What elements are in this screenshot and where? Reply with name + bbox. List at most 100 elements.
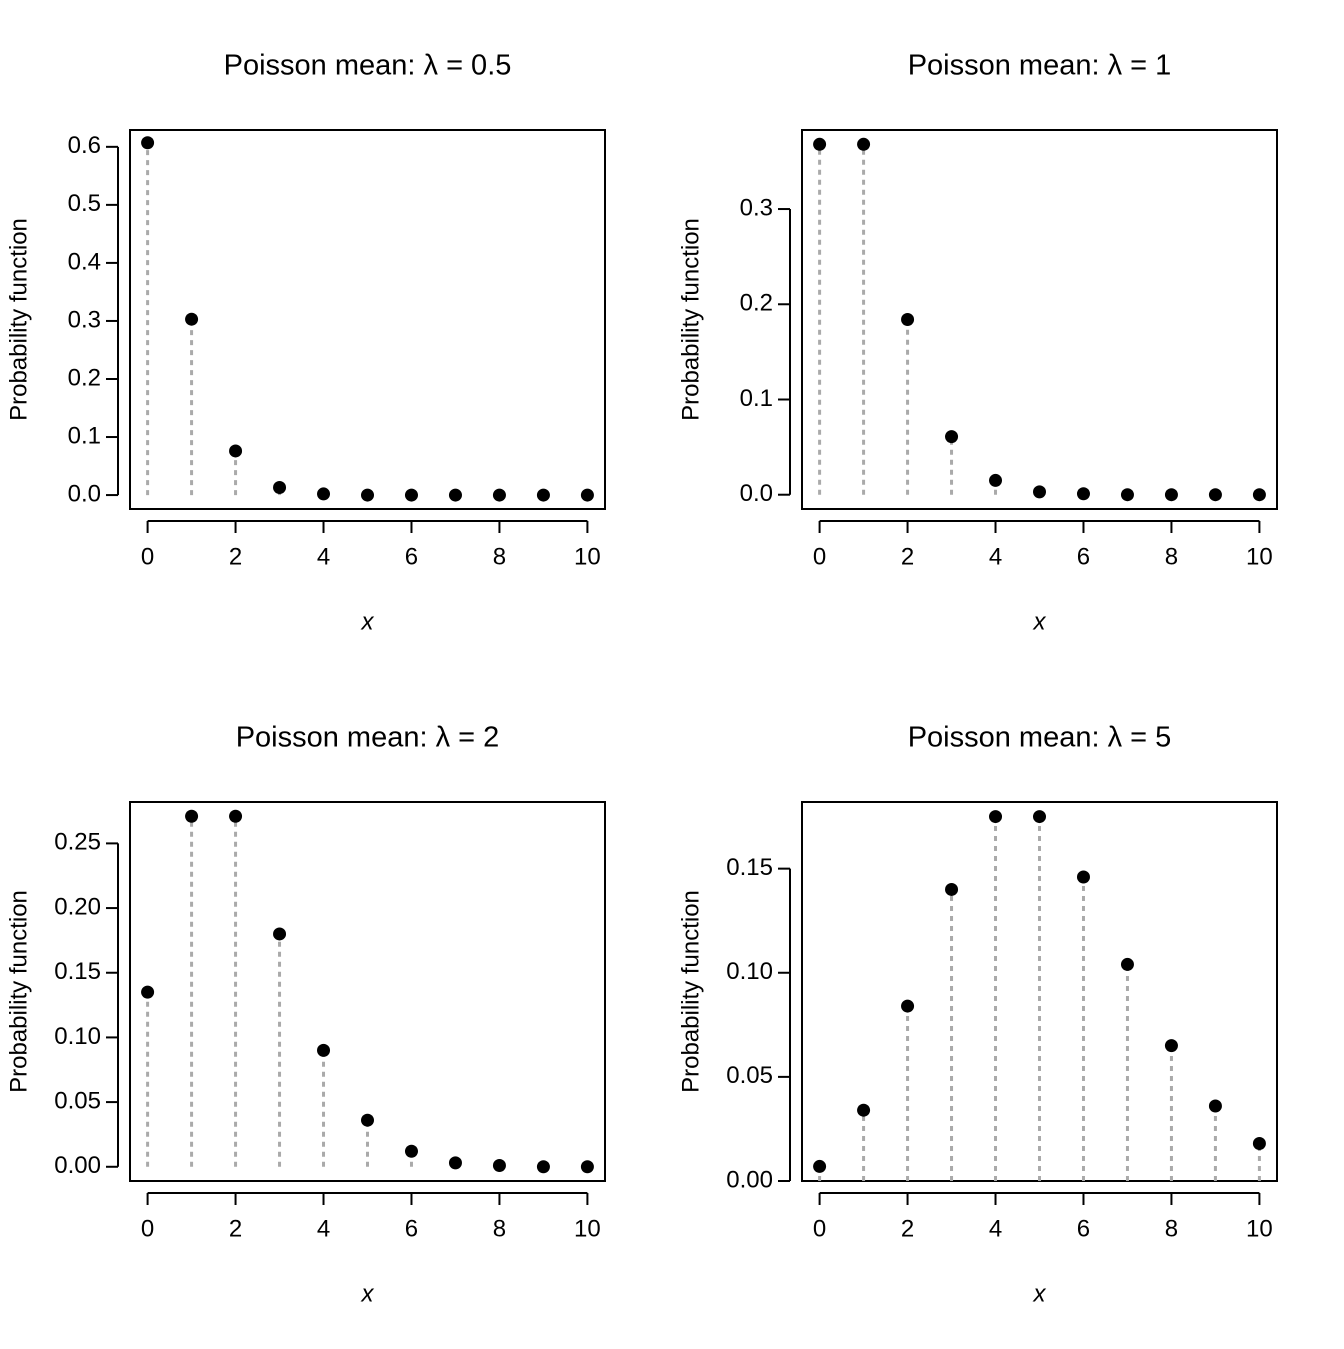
- point: [273, 927, 287, 941]
- x-tick-label: 10: [574, 1215, 601, 1242]
- y-tick-label: 0.10: [726, 958, 773, 985]
- point: [185, 312, 199, 326]
- point: [1164, 1039, 1178, 1053]
- point: [857, 1103, 871, 1117]
- y-axis-label: Probability function: [677, 890, 704, 1093]
- point: [1033, 485, 1046, 499]
- x-tick-label: 0: [141, 543, 154, 570]
- point: [1208, 488, 1222, 502]
- point: [989, 810, 1003, 824]
- point: [317, 487, 331, 501]
- point: [1252, 488, 1266, 502]
- x-tick-label: 4: [989, 1215, 1002, 1242]
- y-tick-label: 0.3: [740, 194, 773, 221]
- x-tick-label: 8: [1165, 1215, 1178, 1242]
- point: [448, 488, 462, 502]
- point: [945, 882, 959, 896]
- point: [273, 481, 287, 495]
- point: [1033, 810, 1046, 824]
- point: [492, 488, 506, 502]
- point: [317, 1043, 331, 1057]
- y-tick-label: 0.3: [68, 306, 101, 333]
- y-tick-label: 0.2: [68, 364, 101, 391]
- plot-frame: [801, 129, 1278, 510]
- x-tick-label: 6: [1077, 1215, 1090, 1242]
- y-tick-label: 0.05: [54, 1087, 101, 1114]
- x-tick-label: 6: [1077, 543, 1090, 570]
- x-axis-label: x: [1033, 1280, 1047, 1307]
- point: [1120, 957, 1134, 971]
- y-tick-label: 0.15: [726, 854, 773, 881]
- y-tick-label: 0.05: [726, 1062, 773, 1089]
- point: [492, 1158, 506, 1172]
- y-tick-label: 0.20: [54, 893, 101, 920]
- x-tick-label: 6: [405, 543, 418, 570]
- x-axis-label: x: [361, 1280, 375, 1307]
- panel: Poisson mean: λ = 2 0 2 4 6 8 10 0.00 0.05 0.10 0.…: [5, 722, 606, 1307]
- y-tick-label: 0.6: [68, 132, 101, 159]
- x-tick-label: 2: [229, 543, 242, 570]
- y-tick-label: 0.00: [726, 1166, 773, 1193]
- panel-title: Poisson mean: λ = 5: [908, 722, 1172, 754]
- plot-frame: [129, 129, 606, 510]
- point: [1252, 1137, 1266, 1151]
- point: [813, 1159, 827, 1173]
- x-tick-label: 8: [493, 1215, 506, 1242]
- y-tick-label: 0.1: [740, 385, 773, 412]
- x-axis-label: x: [1033, 608, 1047, 635]
- x-tick-label: 10: [1246, 1215, 1273, 1242]
- y-tick-label: 0.2: [740, 290, 773, 317]
- y-tick-label: 0.25: [54, 829, 101, 856]
- point: [857, 137, 871, 151]
- panel-title: Poisson mean: λ = 1: [908, 50, 1172, 82]
- point: [945, 430, 959, 444]
- y-tick-label: 0.00: [54, 1152, 101, 1179]
- point: [1076, 870, 1090, 884]
- point: [1208, 1099, 1222, 1113]
- point: [1120, 488, 1134, 502]
- y-tick-label: 0.0: [68, 480, 101, 507]
- point: [901, 999, 915, 1013]
- x-tick-label: 2: [901, 543, 914, 570]
- point: [448, 1156, 462, 1170]
- point: [536, 488, 550, 502]
- point: [141, 985, 155, 999]
- y-tick-label: 0.15: [54, 958, 101, 985]
- x-tick-label: 8: [1165, 543, 1178, 570]
- point: [989, 473, 1003, 487]
- point: [580, 488, 594, 502]
- point: [580, 1160, 594, 1174]
- x-tick-label: 10: [574, 543, 601, 570]
- point: [185, 809, 199, 823]
- x-tick-label: 10: [1246, 543, 1273, 570]
- x-axis-label: x: [361, 608, 375, 635]
- x-tick-label: 0: [813, 543, 826, 570]
- point: [361, 488, 374, 502]
- x-tick-label: 4: [317, 1215, 330, 1242]
- point: [1164, 488, 1178, 502]
- plot-frame: [129, 801, 606, 1182]
- x-tick-label: 4: [989, 543, 1002, 570]
- point: [1076, 487, 1090, 501]
- point: [813, 137, 827, 151]
- x-tick-label: 0: [141, 1215, 154, 1242]
- point: [229, 444, 243, 458]
- panel-title: Poisson mean: λ = 2: [236, 722, 500, 754]
- point: [229, 809, 243, 823]
- x-tick-label: 0: [813, 1215, 826, 1242]
- y-axis-label: Probability function: [677, 218, 704, 421]
- point: [361, 1113, 374, 1127]
- point: [404, 488, 418, 502]
- point: [141, 136, 155, 150]
- y-tick-label: 0.4: [68, 248, 101, 275]
- y-tick-label: 0.5: [68, 190, 101, 217]
- y-axis-label: Probability function: [5, 890, 32, 1093]
- y-axis-label: Probability function: [5, 218, 32, 421]
- x-tick-label: 8: [493, 543, 506, 570]
- point: [404, 1144, 418, 1158]
- panel: Poisson mean: λ = 0.5 0 2 4 6 8 10 0.0 0.1 0.2 0.3…: [5, 50, 606, 635]
- y-tick-label: 0.10: [54, 1023, 101, 1050]
- y-tick-label: 0.1: [68, 422, 101, 449]
